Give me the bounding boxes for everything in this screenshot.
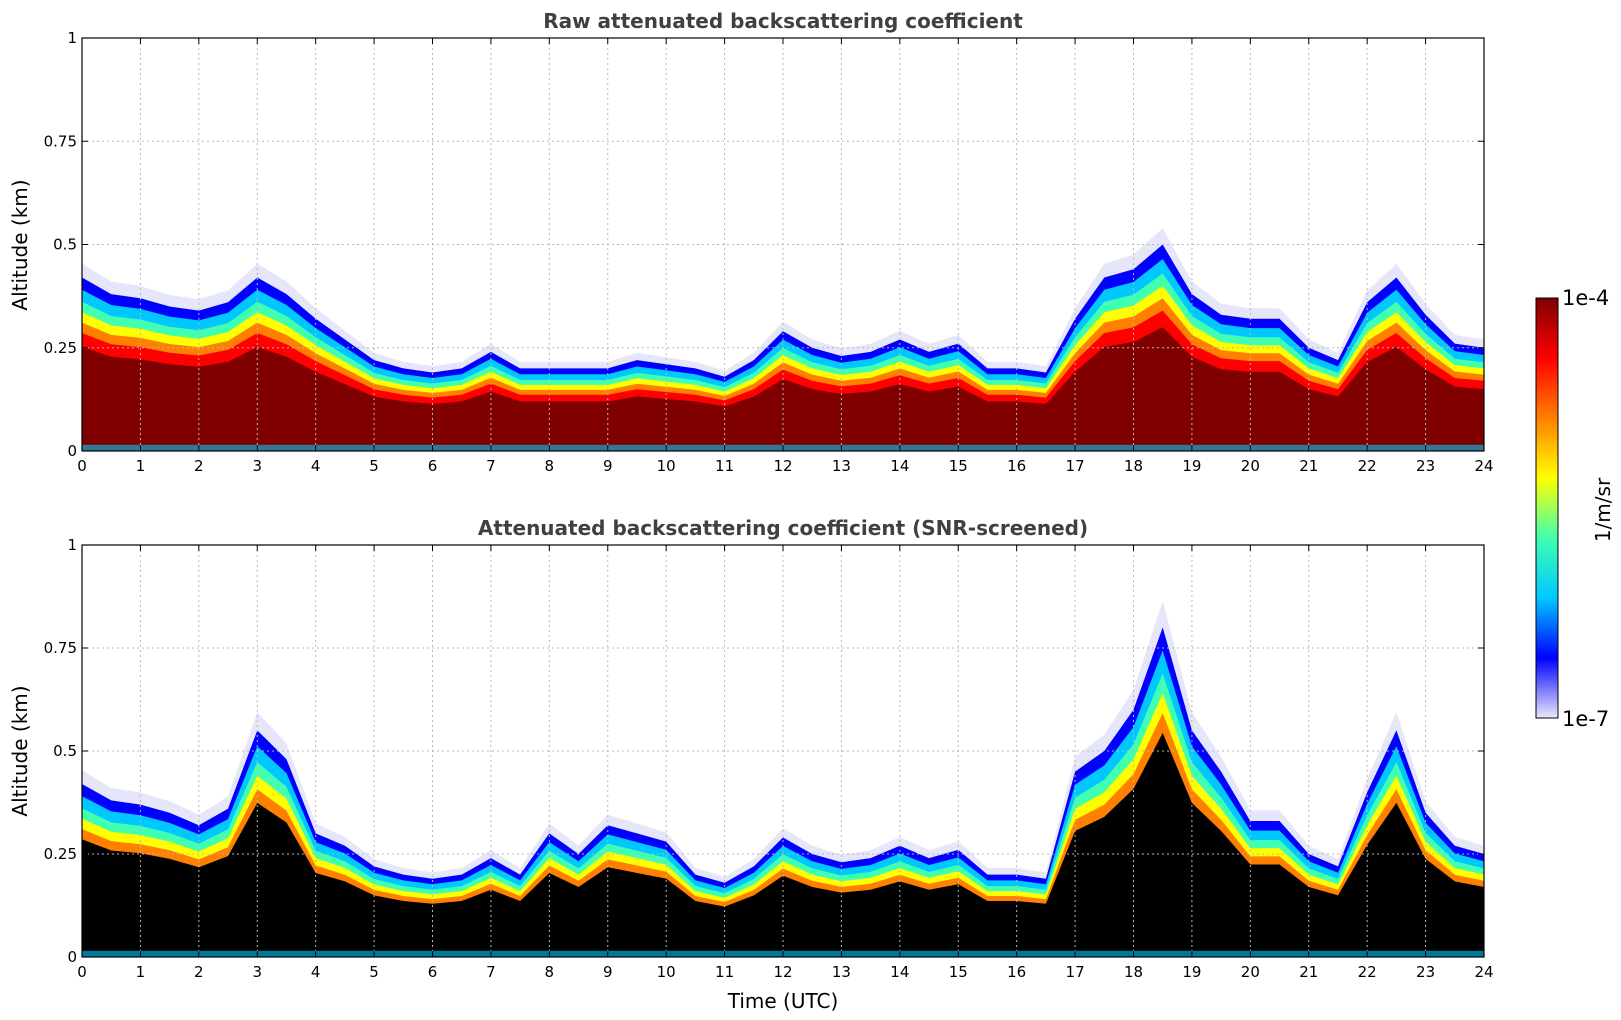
chart-title: Attenuated backscattering coefficient (S… [478,516,1088,540]
x-tick-label: 7 [486,963,496,981]
colorbar-min-label: 1e-7 [1562,707,1609,731]
y-tick-label: 0.25 [44,339,77,357]
x-tick-label: 13 [832,457,851,475]
x-tick-label: 18 [1124,457,1143,475]
x-tick-label: 0 [77,963,87,981]
y-tick-label: 1 [67,29,77,47]
x-tick-label: 19 [1182,963,1201,981]
x-tick-label: 8 [545,963,555,981]
x-tick-label: 3 [252,963,262,981]
x-tick-label: 18 [1124,963,1143,981]
x-tick-label: 11 [715,457,734,475]
x-tick-label: 10 [657,963,676,981]
y-tick-label: 0.5 [53,236,77,254]
x-tick-label: 6 [428,963,438,981]
x-tick-label: 14 [890,457,909,475]
y-tick-label: 0.5 [53,742,77,760]
colorbar-unit-label: 1/m/sr [1591,477,1615,542]
x-tick-label: 20 [1241,457,1260,475]
heatmap-layer [82,601,1484,957]
x-tick-label: 9 [603,457,613,475]
x-tick-label: 21 [1299,963,1318,981]
x-tick-label: 17 [1066,457,1085,475]
y-tick-label: 0.25 [44,845,77,863]
y-tick-label: 0 [67,948,77,966]
x-tick-label: 16 [1007,963,1026,981]
panel-raw: Raw attenuated backscattering coefficien… [8,9,1494,475]
x-tick-label: 5 [369,457,379,475]
x-tick-label: 1 [136,457,146,475]
y-tick-label: 0 [67,442,77,460]
x-tick-label: 6 [428,457,438,475]
x-tick-label: 23 [1416,457,1435,475]
plot-area: 0 1 2 3 4 5 6 7 8 9 10 11 12 13 14 15 16 17 18 19 20 21 22 23 24… [44,536,1494,981]
colorbar-gradient [1535,297,1559,719]
x-tick-label: 14 [890,963,909,981]
x-tick-label: 0 [77,457,87,475]
x-tick-label: 15 [949,457,968,475]
y-tick-label: 0.75 [44,639,77,657]
plot-area: 0 1 2 3 4 5 6 7 8 9 10 11 12 13 14 15 16 17 18 19 20 21 22 23 24… [44,29,1494,475]
x-tick-label: 19 [1182,457,1201,475]
x-tick-label: 21 [1299,457,1318,475]
x-tick-label: 9 [603,963,613,981]
y-tick-label: 1 [67,536,77,554]
panel-snr-screened: Attenuated backscattering coefficient (S… [8,516,1494,1013]
x-tick-label: 12 [773,963,792,981]
x-tick-label: 20 [1241,963,1260,981]
y-tick-label: 0.75 [44,132,77,150]
x-tick-label: 23 [1416,963,1435,981]
x-tick-label: 17 [1066,963,1085,981]
x-tick-label: 10 [657,457,676,475]
y-axis-label: Altitude (km) [8,179,32,310]
x-tick-label: 3 [252,457,262,475]
x-tick-label: 2 [194,457,204,475]
x-tick-label: 5 [369,963,379,981]
x-tick-label: 11 [715,963,734,981]
x-tick-label: 24 [1474,963,1493,981]
chart-title: Raw attenuated backscattering coefficien… [543,9,1023,33]
x-tick-label: 1 [136,963,146,981]
x-axis-label: Time (UTC) [727,989,839,1013]
y-axis-label: Altitude (km) [8,685,32,816]
colorbar: 1e-4 1e-7 1/m/sr [1535,286,1615,731]
x-tick-label: 13 [832,963,851,981]
x-tick-label: 15 [949,963,968,981]
colorbar-max-label: 1e-4 [1562,286,1609,310]
grid [82,545,1484,957]
x-tick-label: 16 [1007,457,1026,475]
x-tick-label: 12 [773,457,792,475]
x-tick-label: 7 [486,457,496,475]
x-tick-label: 4 [311,457,321,475]
x-tick-label: 8 [545,457,555,475]
x-tick-label: 2 [194,963,204,981]
grid [82,38,1484,451]
x-tick-label: 4 [311,963,321,981]
x-tick-label: 22 [1358,457,1377,475]
x-tick-label: 22 [1358,963,1377,981]
x-tick-label: 24 [1474,457,1493,475]
